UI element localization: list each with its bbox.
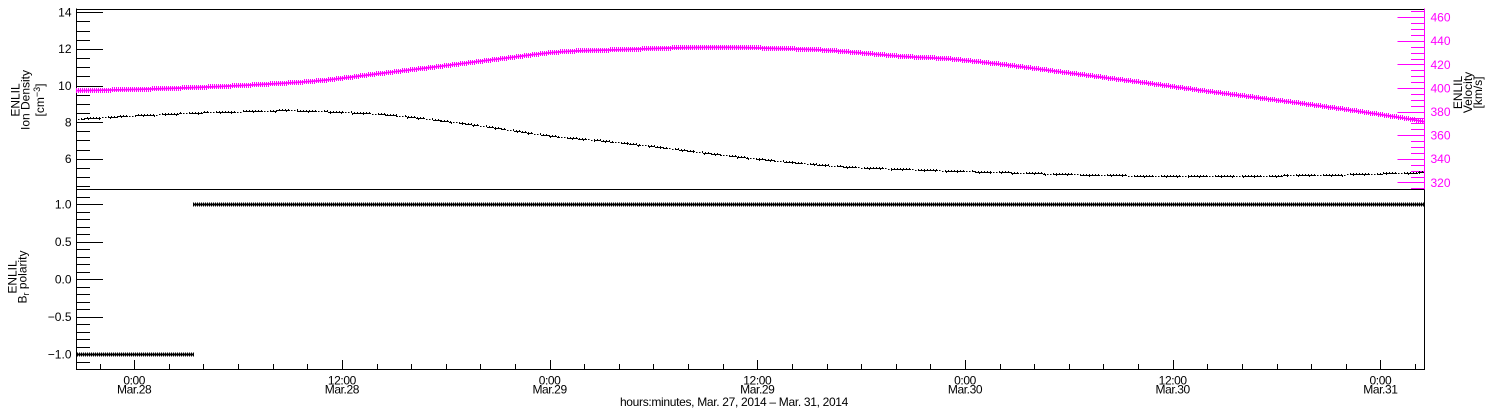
svg-text:0.0: 0.0 (55, 273, 72, 287)
svg-text:[km/s]: [km/s] (1471, 77, 1485, 109)
svg-text:440: 440 (1431, 34, 1451, 48)
svg-text:420: 420 (1431, 58, 1451, 72)
svg-text:0:00: 0:00 (123, 374, 145, 388)
svg-text:12: 12 (58, 42, 72, 56)
svg-text:Mar.30: Mar.30 (1156, 383, 1191, 397)
svg-text:12:00: 12:00 (1159, 374, 1188, 388)
svg-text:ENLIL: ENLIL (6, 260, 20, 294)
svg-text:Br polarity: Br polarity (16, 250, 32, 303)
svg-text:0.5: 0.5 (55, 235, 72, 249)
svg-text:6: 6 (65, 152, 72, 166)
svg-text:hours:minutes, Mar. 27, 2014 –: hours:minutes, Mar. 27, 2014 – Mar. 31, … (620, 395, 849, 409)
svg-text:Velocity: Velocity (1461, 72, 1475, 113)
svg-text:320: 320 (1431, 176, 1451, 190)
svg-text:0:00: 0:00 (1370, 374, 1392, 388)
svg-text:400: 400 (1431, 81, 1451, 95)
svg-text:Mar.28: Mar.28 (117, 383, 152, 397)
svg-text:12:00: 12:00 (743, 374, 772, 388)
svg-text:10: 10 (58, 79, 72, 93)
svg-text:460: 460 (1431, 11, 1451, 25)
svg-text:Mar.31: Mar.31 (1363, 383, 1398, 397)
svg-text:Ion Density: Ion Density (19, 70, 33, 130)
svg-text:0:00: 0:00 (539, 374, 561, 388)
svg-text:340: 340 (1431, 152, 1451, 166)
svg-text:8: 8 (65, 115, 72, 129)
svg-text:Mar.29: Mar.29 (532, 383, 567, 397)
svg-text:12:00: 12:00 (328, 374, 357, 388)
svg-text:Mar.29: Mar.29 (740, 383, 775, 397)
svg-text:−1.0: −1.0 (48, 347, 72, 361)
svg-text:−0.5: −0.5 (48, 310, 72, 324)
svg-text:14: 14 (58, 6, 72, 20)
svg-text:ENLIL: ENLIL (1451, 76, 1465, 110)
svg-text:0:00: 0:00 (954, 374, 976, 388)
svg-text:Mar.30: Mar.30 (948, 383, 983, 397)
svg-text:ENLIL: ENLIL (9, 83, 23, 117)
svg-text:Mar.28: Mar.28 (325, 383, 360, 397)
svg-text:380: 380 (1431, 105, 1451, 119)
svg-text:1.0: 1.0 (55, 198, 72, 212)
svg-text:360: 360 (1431, 129, 1451, 143)
